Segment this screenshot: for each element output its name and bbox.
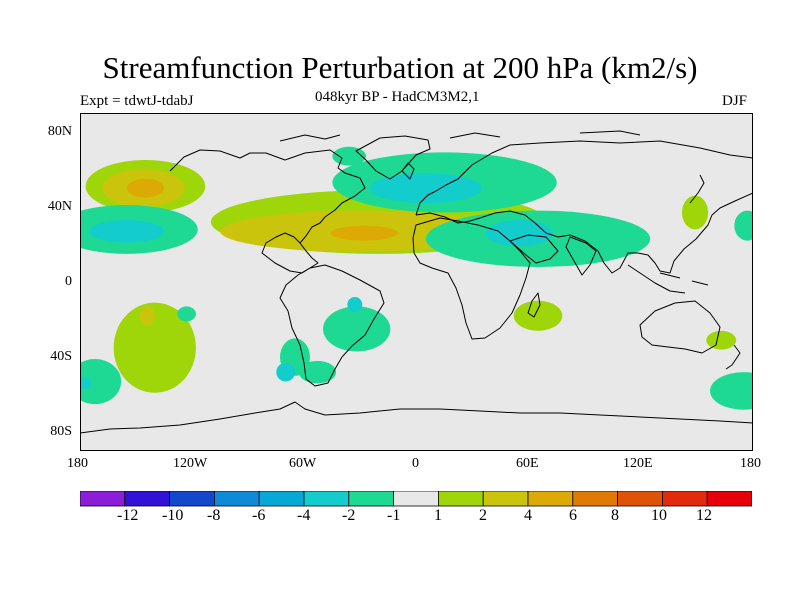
colorbar-swatch-3 [213, 491, 260, 507]
colorbar-swatch-7 [393, 491, 439, 507]
experiment-label: Expt = tdwtJ-tdabJ [80, 93, 194, 109]
season-label: DJF [722, 93, 748, 109]
colorbar-swatch-10 [527, 491, 574, 507]
coastline-antarctica [80, 401, 753, 434]
colorbar-swatch-5 [303, 491, 350, 507]
streamfunction-blob-13 [681, 195, 709, 230]
colorbar-label: -12 [117, 507, 139, 524]
colorbar-swatch-13 [662, 491, 708, 507]
colorbar-label: -2 [342, 507, 356, 524]
lat-label-40s: 40S [50, 349, 72, 364]
streamfunction-blob-23 [513, 300, 563, 331]
colorbar-swatch-8 [437, 491, 484, 507]
colorbar-swatch-9 [482, 491, 529, 507]
streamfunction-blob-2 [126, 178, 165, 198]
lon-label-60w: 60W [289, 456, 317, 471]
colorbar-swatch-12 [617, 491, 663, 507]
coastline-arctic-islands [279, 130, 641, 142]
streamfunction-blob-12 [332, 146, 367, 166]
map-panel [80, 113, 753, 451]
streamfunction-blob-16 [139, 306, 155, 326]
colorbar-label: 10 [651, 507, 667, 524]
colorbar-label: -10 [162, 507, 184, 524]
coastline-greenland [355, 135, 431, 180]
map-frame [80, 113, 753, 451]
lat-label-equator: 0 [65, 274, 72, 289]
colorbar-label: -8 [207, 507, 221, 524]
streamfunction-blob-24 [706, 330, 737, 350]
colorbar-label: -4 [297, 507, 311, 524]
coastline-north-america [169, 149, 366, 274]
colorbar [80, 491, 752, 507]
colorbar-label: 1 [434, 507, 442, 524]
streamfunction-blob-17 [177, 306, 196, 322]
colorbar-swatch-2 [169, 491, 215, 507]
colorbar-label: 2 [479, 507, 487, 524]
streamfunction-blob-26 [80, 377, 92, 390]
streamfunction-blob-18 [323, 306, 391, 352]
lat-label-40n: 40N [47, 199, 72, 214]
colorbar-swatch-11 [572, 491, 618, 507]
lon-label-60e: 60E [516, 456, 539, 471]
coastline-new-zealand [725, 344, 741, 370]
subtitle-label: 048kyr BP - HadCM3M2,1 [315, 89, 480, 105]
coastline-british-isles [401, 162, 415, 180]
streamfunction-blob-7 [330, 225, 398, 241]
coastline-india [565, 236, 597, 276]
colorbar-label: 8 [611, 507, 619, 524]
colorbar-label: -1 [387, 507, 401, 524]
lat-label-80n: 80N [47, 124, 72, 139]
coastline-south-america [279, 264, 385, 387]
colorbar-swatch-1 [124, 491, 170, 507]
lon-label-180e: 180 [740, 456, 761, 471]
lon-label-0: 0 [412, 456, 419, 471]
colorbar-swatch-14 [706, 491, 752, 507]
coastline-madagascar [527, 292, 541, 318]
lon-label-120e: 120E [623, 456, 653, 471]
colorbar-label: 6 [569, 507, 577, 524]
colorbar-swatch-4 [258, 491, 305, 507]
streamfunction-blob-4 [89, 220, 165, 243]
coastline-eurasia [415, 140, 753, 274]
lat-label-80s: 80S [50, 424, 72, 439]
coastline-indonesia [627, 264, 709, 294]
streamfunction-blob-27 [710, 372, 753, 410]
coastlines [80, 130, 753, 434]
colorbar-label: -6 [252, 507, 266, 524]
coastline-japan [689, 174, 705, 204]
colorbar-swatch-0 [80, 491, 126, 507]
chart-title: Streamfunction Perturbation at 200 hPa (… [102, 50, 698, 85]
streamfunction-blob-19 [347, 297, 363, 313]
colorbar-swatch-6 [348, 491, 394, 507]
colorbar-label: 4 [524, 507, 532, 524]
colorbar-label: 12 [696, 507, 712, 524]
coastline-australia [639, 300, 721, 354]
coastline-africa [412, 217, 531, 340]
streamfunction-blob-11 [485, 220, 553, 247]
streamfunction-blob-14 [734, 210, 753, 241]
streamfunction-blob-25 [80, 358, 122, 405]
colorbar-swatches [80, 491, 752, 507]
streamfunction-blob-15 [113, 302, 196, 393]
lon-label-180w: 180 [67, 456, 88, 471]
streamfunction-blob-21 [276, 362, 295, 382]
coastline-arabia [509, 234, 559, 264]
lon-label-120w: 120W [173, 456, 208, 471]
streamfunction-blob-22 [298, 360, 337, 384]
